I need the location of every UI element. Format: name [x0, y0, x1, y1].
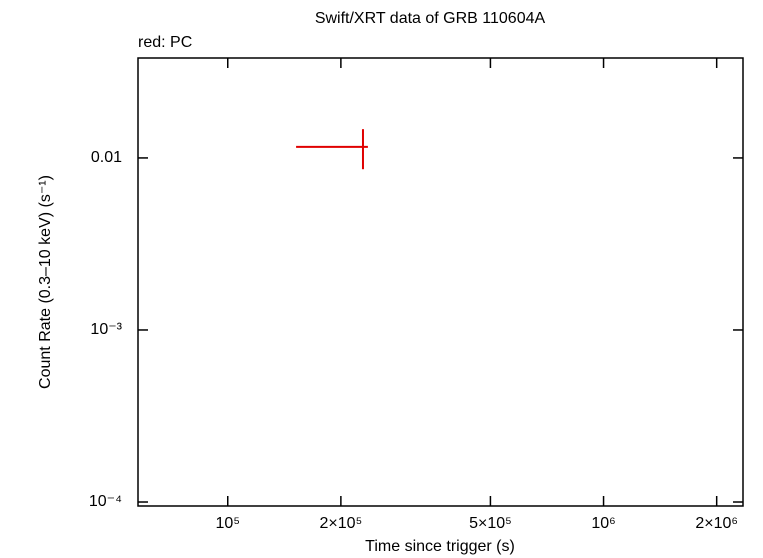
y-axis-label: Count Rate (0.3–10 keV) (s⁻¹) [37, 175, 54, 389]
y-tick-label: 10⁻⁴ [89, 493, 122, 510]
x-axis-label: Time since trigger (s) [365, 538, 515, 555]
plot-frame [137, 57, 744, 507]
x-tick-label: 10⁶ [591, 515, 615, 532]
chart-title: Swift/XRT data of GRB 110604A [315, 10, 546, 27]
y-tick-label: 10⁻³ [90, 321, 122, 338]
x-tick-label: 2×10⁵ [320, 515, 363, 532]
y-tick-label: 0.01 [91, 149, 122, 166]
x-tick-label: 5×10⁵ [469, 515, 512, 532]
annotation: red: PC [138, 34, 192, 51]
x-tick-label: 10⁵ [216, 515, 240, 532]
x-tick-label: 2×10⁶ [695, 515, 738, 532]
